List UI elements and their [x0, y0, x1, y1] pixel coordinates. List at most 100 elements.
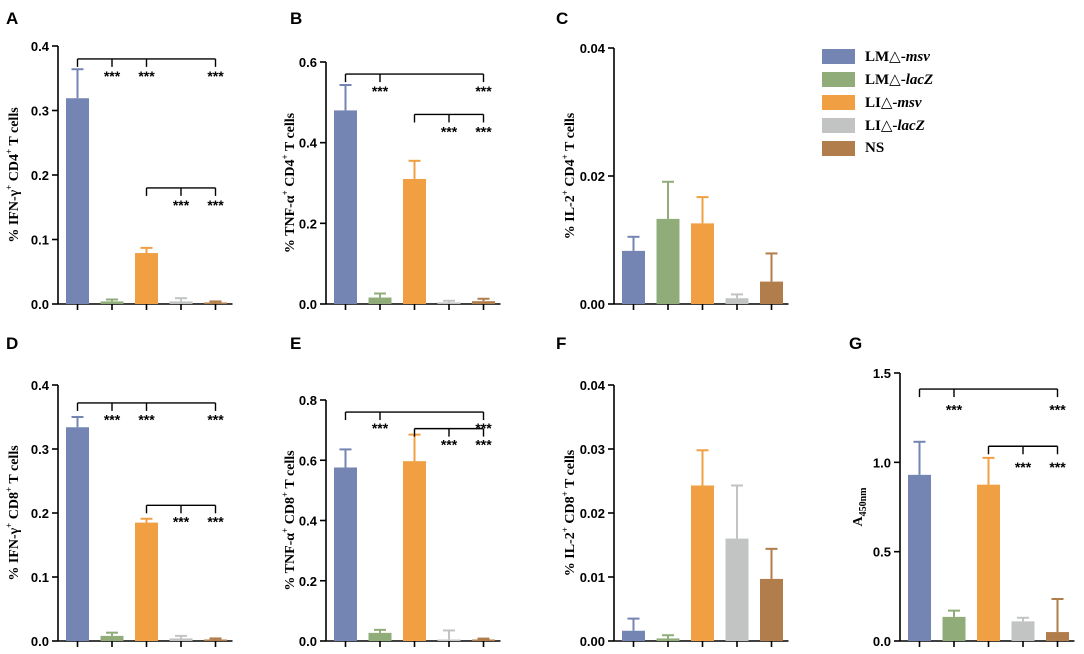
y-axis-label: % IL-2+ CD8+ T cells: [560, 449, 578, 576]
label-part: % TNF-α: [283, 533, 298, 591]
y-tick-label: 0.0: [31, 634, 49, 649]
bar-li-msv: [977, 484, 1000, 641]
legend-swatch: [822, 49, 855, 64]
significance-stars: ***: [207, 68, 224, 84]
bar-ns: [472, 639, 495, 641]
y-axis-label: % IFN-γ+ CD4+ T cells: [4, 107, 22, 243]
y-tick-label: 0.0: [873, 634, 891, 649]
label-part: % IL-2: [563, 195, 578, 239]
y-tick-label: 0.0: [299, 297, 317, 312]
legend-swatch: [822, 72, 855, 87]
bar-ns: [204, 302, 227, 304]
legend-item-li-lacz: LI△-lacZ: [822, 115, 933, 136]
label-part: CD4: [7, 154, 22, 185]
y-tick-label: 0.2: [299, 216, 317, 231]
y-tick-label: 0.4: [31, 39, 50, 54]
label-part: CD8: [563, 496, 578, 527]
y-tick-label: 1.5: [873, 366, 891, 381]
significance-stars: ***: [441, 124, 458, 140]
legend-swatch: [822, 141, 855, 156]
y-tick-label: 0.02: [580, 506, 605, 521]
significance-stars: ***: [475, 83, 492, 99]
panel-f: F0.000.010.020.030.04% IL-2+ CD8+ T cell…: [556, 334, 789, 649]
label-sup: +: [280, 154, 290, 159]
y-tick-label: 0.6: [299, 453, 317, 468]
bar-lm-lacz: [100, 301, 124, 304]
significance-stars: ***: [138, 411, 155, 427]
bar-lm-msv: [622, 630, 645, 641]
y-tick-label: 0.4: [299, 136, 318, 151]
label-part: CD4: [283, 160, 298, 191]
label-sup: +: [560, 154, 570, 159]
bar-li-lacz: [437, 302, 461, 304]
label-part: CD8: [7, 492, 22, 523]
label-part: T cells: [283, 112, 298, 154]
significance-stars: ***: [946, 402, 963, 418]
panel-a: A 0.0 0.1 0.2 0.3 0.4 *** *** *** *** *** % IFN-γ+ …: [4, 9, 233, 312]
bar-li-msv: [135, 522, 158, 641]
label-sup: +: [4, 487, 14, 492]
bar-ns: [1046, 632, 1069, 641]
panel-letter: A: [6, 9, 18, 28]
bar-lm-lacz: [100, 635, 124, 641]
bar-lm-msv: [622, 250, 645, 304]
bar-lm-msv: [66, 98, 89, 305]
significance-stars: ***: [104, 411, 121, 427]
panel-letter: D: [6, 334, 18, 353]
panel-letter: G: [849, 334, 862, 353]
legend-item-ns: NS: [822, 138, 933, 159]
bar-li-msv: [403, 461, 426, 641]
bar-lm-lacz: [656, 638, 680, 641]
label-part: % IL-2: [563, 532, 578, 576]
bar-li-msv: [691, 485, 714, 641]
legend-swatch: [822, 118, 855, 133]
y-tick-label: 0.2: [31, 506, 49, 521]
y-axis-label: A450nm: [851, 487, 869, 527]
label-sup: +: [560, 491, 570, 496]
label-part: CD4: [563, 159, 578, 190]
y-tick-label: 0.6: [299, 55, 317, 70]
significance-stars: ***: [207, 411, 224, 427]
panel-letter: F: [556, 334, 566, 353]
significance-stars: ***: [1049, 402, 1066, 418]
y-tick-label: 0.4: [31, 378, 50, 393]
y-axis-label: % TNF-α+ CD4+ T cells: [280, 112, 298, 253]
panel-e: E0.00.20.40.60.8************% TNF-α+ CD8…: [280, 334, 501, 649]
significance-stars: ***: [207, 514, 224, 530]
label-part: T cells: [7, 445, 22, 487]
bar-lm-msv: [334, 467, 357, 641]
bar-ns: [760, 578, 783, 641]
bar-li-lacz: [169, 301, 193, 304]
y-tick-label: 0.02: [580, 169, 605, 184]
bar-lm-lacz: [656, 218, 680, 304]
y-tick-label: 0.0: [299, 634, 317, 649]
label-sup: +: [280, 190, 290, 195]
significance-stars: ***: [138, 68, 155, 84]
label-part: CD8: [283, 497, 298, 528]
legend-label: LM△-lacZ: [865, 72, 934, 88]
label-sup: +: [4, 149, 14, 154]
label-sup: +: [280, 528, 290, 533]
legend-label: NS: [865, 140, 885, 156]
bar-lm-msv: [334, 110, 357, 305]
bar-li-msv: [135, 253, 158, 304]
significance-stars: ***: [372, 83, 389, 99]
panel-d: D 0.0 0.1 0.2 0.3 0.4 *** *** *** *** *** % IFN-γ+ …: [4, 334, 233, 649]
significance-stars: ***: [207, 197, 224, 213]
y-tick-label: 0.3: [31, 104, 49, 119]
label-part: A: [851, 516, 866, 527]
label-sup: +: [4, 523, 14, 528]
label-sup: +: [560, 190, 570, 195]
y-tick-label: 0.04: [580, 41, 606, 56]
bar-li-lacz: [437, 639, 461, 641]
significance-stars: ***: [173, 514, 190, 530]
label-sup: +: [280, 492, 290, 497]
panel-letter: E: [290, 334, 301, 353]
y-tick-label: 0.3: [31, 442, 49, 457]
significance-stars: ***: [104, 68, 121, 84]
y-axis-label: % IFN-γ+ CD8+ T cells: [4, 445, 22, 581]
panel-g: G 0.0 0.5 1.0 1.5 *** *** *** *** A450nm: [849, 334, 1075, 649]
bar-li-msv: [691, 223, 714, 304]
bar-ns: [204, 639, 227, 641]
legend-item-lm-msv: LM△-msv: [822, 46, 933, 67]
